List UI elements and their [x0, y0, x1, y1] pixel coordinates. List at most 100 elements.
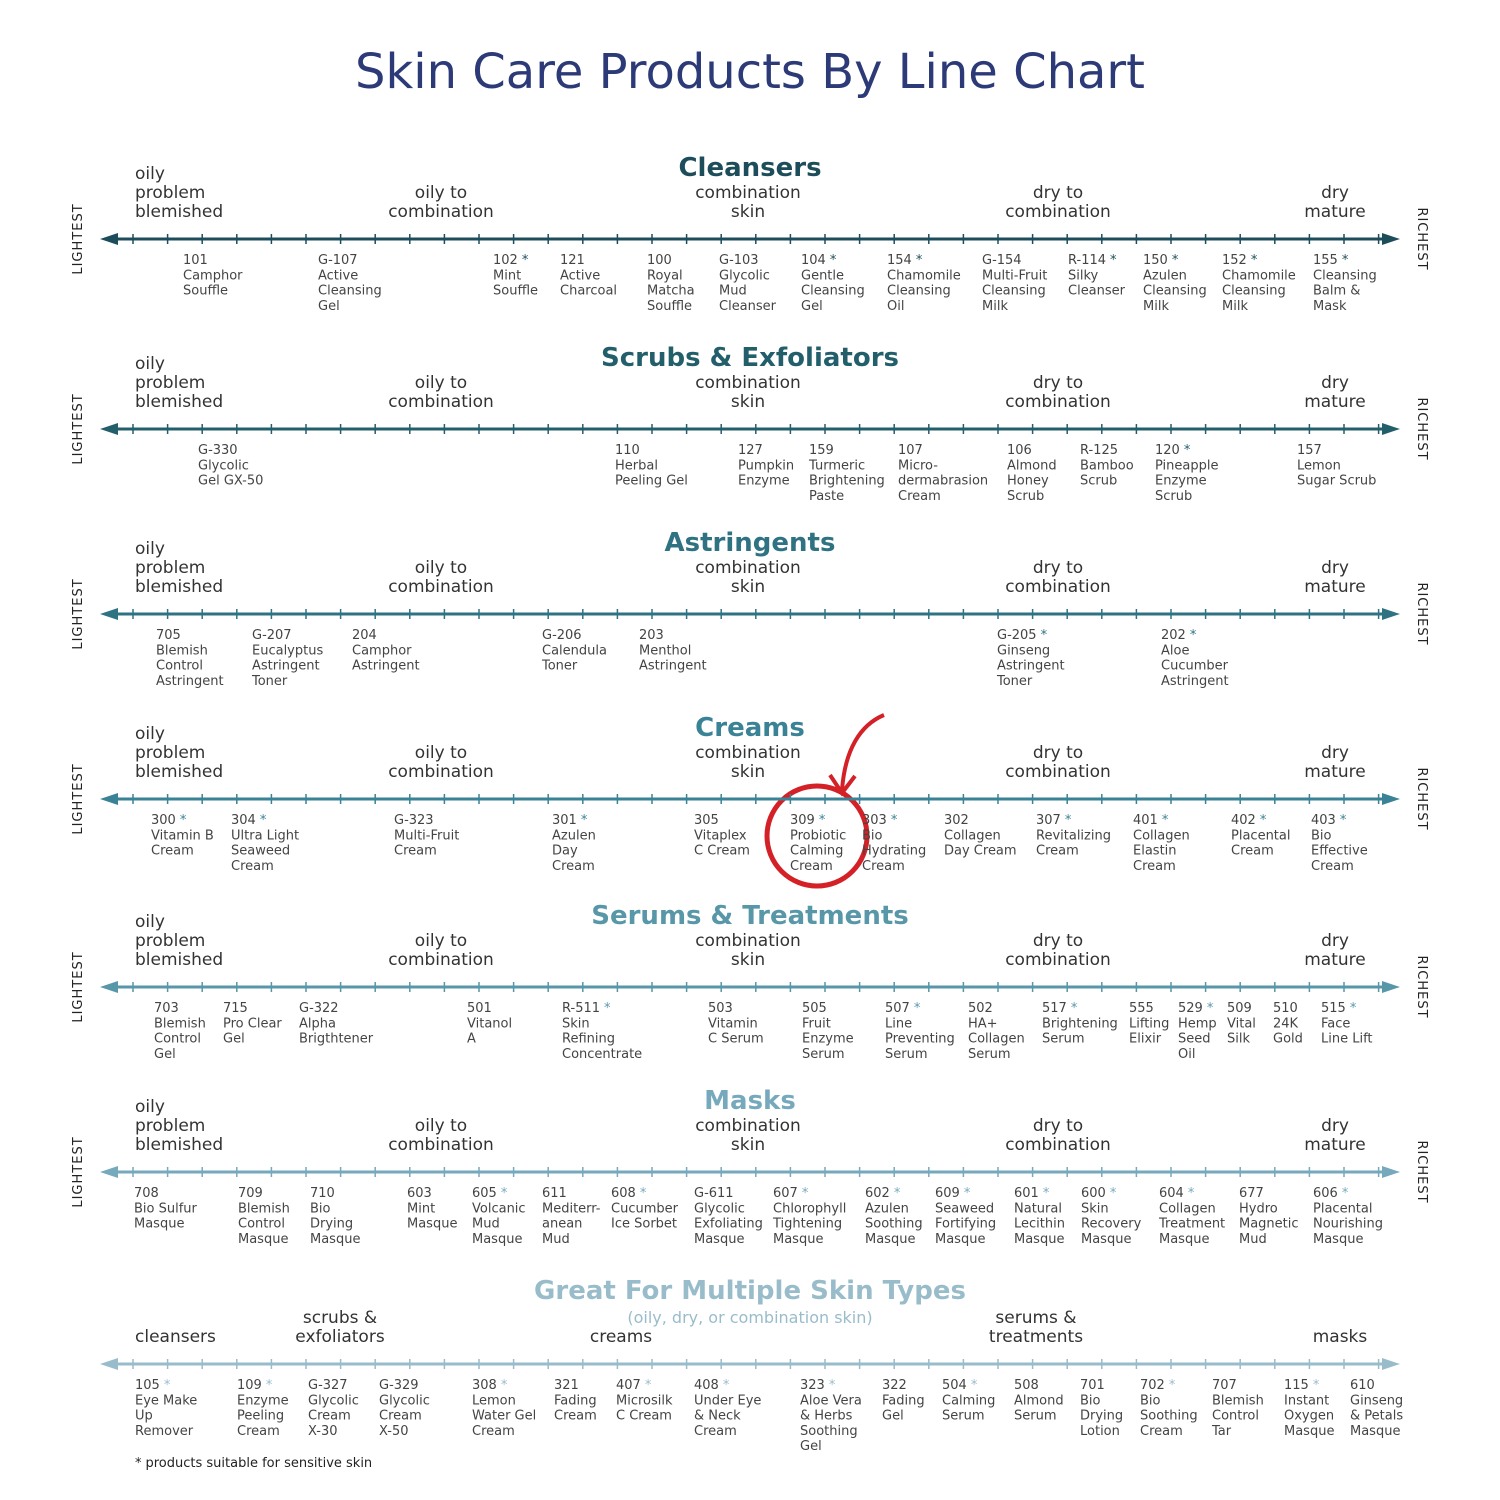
- product-name-line: Drying: [1080, 1409, 1123, 1424]
- product-name-line: Serum: [942, 1409, 985, 1424]
- skin-type-label: oily to combination: [388, 931, 494, 970]
- product-name-line: A: [467, 1032, 476, 1047]
- product-label: 609 * Seaweed Fortifying Masque: [935, 1186, 996, 1247]
- sensitive-mark: *: [1251, 253, 1258, 268]
- sensitive-mark: *: [1188, 1186, 1195, 1201]
- product-name-line: Milk: [1222, 299, 1248, 314]
- footnote-text: products suitable for sensitive skin: [146, 1456, 373, 1471]
- product-name-line: Enzyme: [802, 1032, 854, 1047]
- skin-type-line: scrubs &: [303, 1308, 377, 1328]
- product-name-line: Enzyme: [1155, 474, 1207, 489]
- product-label: 159 Turmeric Brightening Paste: [808, 443, 885, 504]
- product-label: 321 Fading Cream: [554, 1378, 597, 1424]
- product-name-line: Cream: [1140, 1424, 1183, 1439]
- section: Great For Multiple Skin Types (oily, dry,…: [100, 1276, 1403, 1454]
- product-name-line: Serum: [802, 1047, 845, 1062]
- product-name-line: Recovery: [1081, 1217, 1142, 1232]
- skin-type-line: oily: [135, 912, 165, 932]
- product-name-line: Bio: [1140, 1393, 1161, 1408]
- product-code: 503: [708, 1001, 733, 1016]
- product-name-line: Peeling Gel: [615, 474, 688, 489]
- product-code: 703: [154, 1001, 179, 1016]
- product-code: 155: [1313, 253, 1338, 268]
- skin-type-line: oily: [135, 1097, 165, 1117]
- product-code: 322: [882, 1378, 907, 1393]
- product-name-line: Chamomile: [887, 268, 961, 283]
- product-name-line: Gold: [1273, 1032, 1303, 1047]
- product-code: 509: [1227, 1001, 1252, 1016]
- skin-type-line: problem: [135, 743, 205, 763]
- product-name-line: Blemish: [1212, 1393, 1264, 1408]
- product-label: G-154 Multi-Fruit Cleansing Milk: [982, 253, 1047, 314]
- product-name-line: Oil: [1178, 1047, 1195, 1062]
- product-name-line: Cream: [862, 859, 905, 874]
- sensitive-mark: *: [914, 1001, 921, 1016]
- skin-type-label: dry to combination: [1005, 931, 1111, 970]
- product-name-line: Lotion: [1080, 1424, 1120, 1439]
- section-title: Cleansers: [678, 153, 821, 183]
- skin-type-line: combination: [1005, 392, 1111, 412]
- skin-type-label: oily to combination: [388, 373, 494, 412]
- product-label: 611 Mediterr-anean Mud: [542, 1186, 601, 1247]
- product-name-line: Day Cream: [944, 844, 1017, 859]
- axis-end-right: RICHEST: [1414, 767, 1429, 830]
- skin-type-line: combination: [695, 931, 801, 951]
- product-label: 501 Vitanol A: [467, 1001, 512, 1047]
- product-code: 605: [472, 1186, 497, 1201]
- product-code: 402: [1231, 813, 1256, 828]
- product-label: 402 * Placental Cream: [1231, 813, 1290, 859]
- skin-type-line: oily to: [415, 183, 467, 203]
- product-name-line: Cleansing: [1222, 284, 1286, 299]
- product-name-line: Lecithin: [1014, 1217, 1065, 1232]
- skin-type-label: creams: [590, 1327, 652, 1347]
- axis-end-left: LIGHTEST: [71, 203, 86, 274]
- skin-type-label: oily to combination: [388, 183, 494, 222]
- axis-end-right: RICHEST: [1414, 582, 1429, 645]
- product-code: 715: [223, 1001, 248, 1016]
- product-code: 127: [738, 443, 763, 458]
- skin-type-line: creams: [590, 1327, 652, 1347]
- product-name-line: Peeling: [237, 1409, 284, 1424]
- product-name-line: Royal: [647, 268, 683, 283]
- product-name-line: Cream: [1231, 844, 1274, 859]
- product-name-line: Glycolic: [379, 1393, 430, 1408]
- product-name-line: Paste: [809, 489, 844, 504]
- product-label: 155 * Cleansing Balm & Mask: [1313, 253, 1377, 314]
- skin-type-line: combination: [388, 577, 494, 597]
- skin-type-line: oily: [135, 724, 165, 744]
- product-name-line: Ice Sorbet: [611, 1217, 677, 1232]
- product-name-line: Preventing: [885, 1032, 955, 1047]
- product-name-line: Chamomile: [1222, 268, 1296, 283]
- skin-type-label: combination skin: [695, 1116, 801, 1155]
- product-label: 604 * Collagen Treatment Masque: [1158, 1186, 1225, 1247]
- product-name-line: Cream: [151, 844, 194, 859]
- product-name-line: Azulen: [1143, 268, 1187, 283]
- axis-end-left: LIGHTEST: [71, 578, 86, 649]
- product-name-line: Control: [238, 1217, 285, 1232]
- product-code: 608: [611, 1186, 636, 1201]
- product-code: 100: [647, 253, 672, 268]
- axis-arrow-right: [1382, 608, 1400, 620]
- product-code: 308: [472, 1378, 497, 1393]
- product-name-line: Astringent: [997, 659, 1065, 674]
- product-name-line: Milk: [1143, 299, 1169, 314]
- axis-end-left: LIGHTEST: [71, 763, 86, 834]
- product-label: 104 * Gentle Cleansing Gel: [801, 253, 865, 314]
- product-code: 121: [560, 253, 585, 268]
- product-name-line: Menthol: [639, 643, 691, 658]
- product-label: 509 Vital Silk: [1227, 1001, 1256, 1047]
- product-name-line: Eye Make: [135, 1393, 197, 1408]
- product-code: 515: [1321, 1001, 1346, 1016]
- product-name-line: Drying: [310, 1217, 353, 1232]
- product-label: 109 * Enzyme Peeling Cream: [237, 1378, 289, 1439]
- product-name-line: Exfoliating: [694, 1217, 763, 1232]
- sensitive-mark: *: [164, 1378, 171, 1393]
- product-name-line: Control: [154, 1032, 201, 1047]
- product-name-line: Masque: [773, 1232, 823, 1247]
- skin-type-line: combination: [388, 950, 494, 970]
- product-name-line: Treatment: [1158, 1217, 1225, 1232]
- skin-type-label: oily problem blemished: [135, 1097, 223, 1155]
- skin-type-line: mature: [1304, 392, 1366, 412]
